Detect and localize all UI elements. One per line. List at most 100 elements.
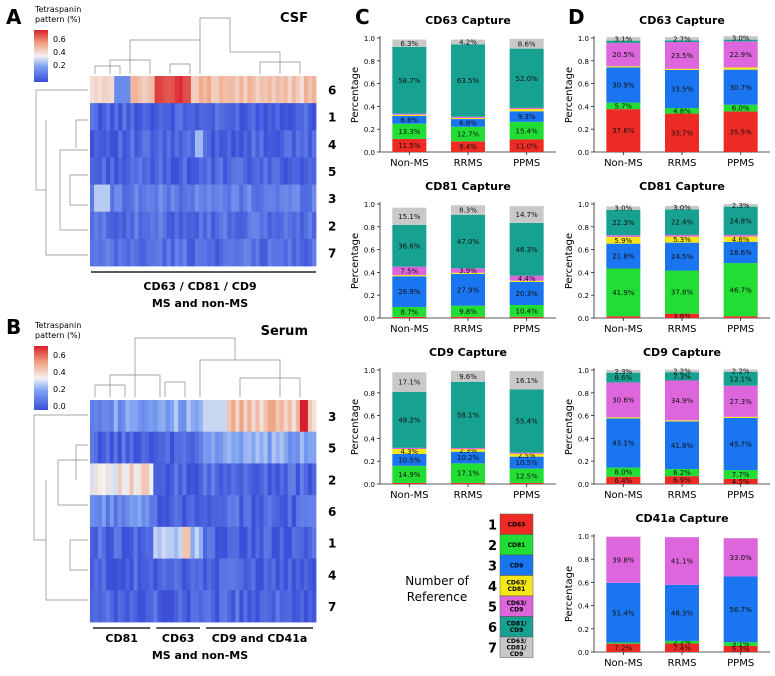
y-tick-label: 0.8 <box>578 58 589 66</box>
heatmap-cell <box>243 463 248 496</box>
serum-row-labels: 3 5 2 6 1 4 7 <box>328 410 336 614</box>
heatmap-cell <box>223 431 228 464</box>
heatmap-cell <box>227 184 232 213</box>
heatmap-cell <box>178 76 184 104</box>
heatmap-cell <box>145 590 150 623</box>
heatmap-cell <box>207 211 212 240</box>
bar-segment-ref-7 <box>392 372 427 392</box>
heatmap-cell <box>263 130 268 158</box>
heatmap-cell <box>113 495 119 528</box>
panel-letter-d: D <box>568 5 585 29</box>
bar-segment-ref-2 <box>723 470 758 479</box>
chart-title: CD63 Capture <box>425 14 511 27</box>
heatmap-cell <box>122 76 127 104</box>
heatmap-cell <box>90 238 95 267</box>
serum-row-label: 7 <box>328 600 336 614</box>
heatmap-cell <box>291 184 297 213</box>
y-axis-label: Percentage <box>564 399 575 455</box>
bar-segment-ref-3 <box>723 417 758 471</box>
heatmap-cell <box>109 463 115 496</box>
heatmap-cell <box>178 526 183 559</box>
heatmap-cell <box>153 400 158 433</box>
csf-row-label: 2 <box>328 219 336 233</box>
chart-c1: CD63 Capture Percentage 0.0 0.2 0.4 0.6 0.8 1.0… <box>350 14 556 169</box>
heatmap-cell <box>227 431 232 464</box>
heatmap-cell <box>166 103 172 131</box>
heatmap-cell <box>243 590 248 623</box>
heatmap-cell <box>102 76 107 104</box>
heatmap-cell <box>223 463 228 496</box>
heatmap-cell <box>207 238 212 267</box>
data-label: 9.8% <box>459 308 477 316</box>
data-label: 47.0% <box>457 238 480 246</box>
y-tick-label: 0.4 <box>578 269 590 277</box>
heatmap-cell <box>215 184 220 213</box>
bar-segment-ref-2 <box>606 642 641 644</box>
heatmap-cell <box>186 590 191 623</box>
heatmap-cell <box>134 157 139 185</box>
heatmap-cell <box>153 558 158 591</box>
heatmap-cell <box>198 103 204 131</box>
csf-heatmap <box>90 76 317 267</box>
heatmap-cell <box>93 558 99 591</box>
heatmap-cell <box>154 238 160 267</box>
heatmap-cell <box>194 184 200 213</box>
heatmap-cell <box>267 526 273 559</box>
heatmap-cell <box>190 526 196 559</box>
heatmap-cell <box>287 184 293 213</box>
heatmap-cell <box>263 495 268 528</box>
heatmap-cell <box>215 157 220 185</box>
data-label: 33.0% <box>730 554 753 562</box>
heatmap-cell <box>299 238 305 267</box>
heatmap-cell <box>194 526 200 559</box>
chart-title: CD9 Capture <box>643 346 721 359</box>
heatmap-cell <box>90 400 95 433</box>
bar-segment-ref-7 <box>664 37 700 41</box>
heatmap-cell <box>106 184 111 213</box>
data-label: 2.5% <box>518 452 536 460</box>
heatmap-cell <box>243 76 248 104</box>
heatmap-cell <box>215 558 220 591</box>
bar-segment-ref-3 <box>664 584 700 641</box>
heatmap-cell <box>275 526 281 559</box>
heatmap-cell <box>291 463 297 496</box>
heatmap-cell <box>279 211 285 240</box>
x-tick-label: Non-MS <box>390 158 429 169</box>
serum-colorbar <box>34 346 48 410</box>
heatmap-cell <box>279 431 285 464</box>
panel-letter-a: A <box>6 5 22 29</box>
heatmap-cell <box>130 211 135 240</box>
heatmap-cell <box>239 157 244 185</box>
heatmap-cell <box>291 400 297 433</box>
csf-row-label: 3 <box>328 192 336 206</box>
bar-segment-ref-1 <box>723 316 758 318</box>
bar-segment-ref-6 <box>509 389 544 453</box>
data-label: 10.5% <box>398 456 421 464</box>
bar-segment-ref-1 <box>606 316 641 318</box>
heatmap-cell <box>134 130 139 158</box>
bar-segment-ref-5 <box>606 235 641 237</box>
heatmap-cell <box>174 184 180 213</box>
heatmap-cell <box>267 103 273 131</box>
heatmap-cell <box>275 238 281 267</box>
bar-segment-ref-4 <box>723 416 758 418</box>
data-label: 14.7% <box>516 211 539 219</box>
heatmap-cell <box>134 184 139 213</box>
bar-segment-ref-7 <box>723 369 758 372</box>
heatmap-cell <box>105 526 111 559</box>
y-tick-label: 0.0 <box>364 481 375 489</box>
heatmap-cell <box>203 103 208 131</box>
x-tick-label: RRMS <box>454 324 483 335</box>
heatmap-cell <box>259 526 264 559</box>
legend-number: 4 <box>488 580 497 595</box>
heatmap-cell <box>145 400 150 433</box>
heatmap-cell <box>133 558 138 591</box>
heatmap-cell <box>97 558 103 591</box>
bar-segment-ref-7 <box>664 205 700 210</box>
data-label: 3.8% <box>673 312 691 320</box>
heatmap-cell <box>279 157 285 185</box>
data-label: 7.5% <box>400 267 418 275</box>
heatmap-cell <box>165 526 171 559</box>
heatmap-cell <box>165 495 171 528</box>
heatmap-cell <box>157 526 162 559</box>
